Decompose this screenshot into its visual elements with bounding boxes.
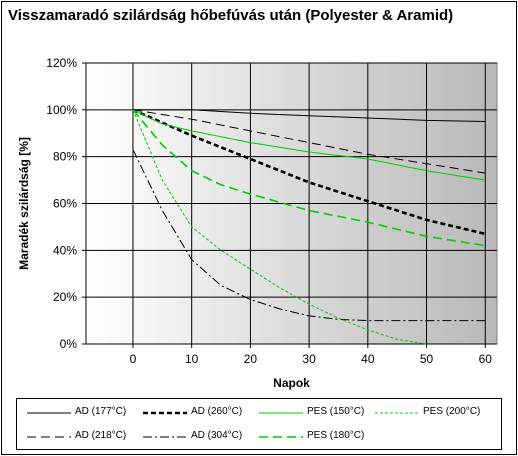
legend-label: PES (180°C) (307, 430, 365, 441)
legend-swatch (259, 412, 303, 414)
y-tick-label: 20% (53, 290, 77, 304)
x-tick-label: 60 (479, 352, 493, 366)
x-tick-label: 0 (130, 352, 137, 366)
series-line-3 (132, 149, 486, 322)
y-tick-label: 120% (46, 56, 77, 70)
axes (82, 62, 497, 348)
series-lines (132, 108, 486, 345)
x-axis-label: Napok (273, 376, 310, 390)
x-tick-label: 20 (244, 352, 258, 366)
series-line-1 (132, 109, 486, 174)
x-tick-label: 30 (302, 352, 316, 366)
legend-label: AD (218°C) (75, 430, 127, 441)
series-line-2 (132, 108, 486, 236)
chart-title: Visszamaradó szilárdság hőbefúvás után (… (8, 7, 454, 24)
legend-item: PES (200°C) (375, 406, 491, 420)
legend-item: PES (150°C) (259, 406, 375, 420)
legend-swatch (259, 436, 303, 438)
legend-swatch (27, 436, 71, 438)
tick-labels: 0% 20% 40% 60% 80% 100% 120% 0 10 20 30 40 50 60 (46, 56, 492, 366)
x-tick-label: 40 (361, 352, 375, 366)
legend-swatch (143, 436, 187, 438)
legend-swatch (375, 412, 419, 414)
legend-item: AD (177°C) (27, 406, 143, 420)
legend-label: PES (200°C) (423, 406, 481, 417)
legend: AD (177°C) AD (260°C) PES (150°C) PES (200°… (16, 398, 502, 450)
legend-label: AD (177°C) (75, 406, 127, 417)
y-axis-label: Maradék szilárdság [%] (17, 137, 31, 270)
y-tick-label: 0% (60, 337, 78, 351)
series-line-5 (132, 109, 486, 247)
legend-item: AD (260°C) (143, 406, 259, 420)
x-tick-label: 10 (185, 352, 199, 366)
series-line-0 (133, 109, 486, 122)
legend-item: AD (304°C) (143, 430, 259, 444)
legend-swatch (27, 412, 71, 414)
x-tick-label: 50 (420, 352, 434, 366)
y-tick-label: 60% (53, 197, 77, 211)
legend-label: AD (304°C) (191, 430, 243, 441)
series-line-6 (132, 109, 427, 345)
legend-item: AD (218°C) (27, 430, 143, 444)
y-tick-label: 100% (46, 103, 77, 117)
line-chart: 0% 20% 40% 60% 80% 100% 120% 0 10 20 30 40 50 60 Napo… (17, 56, 498, 390)
y-tick-label: 80% (53, 150, 77, 164)
legend-item: PES (180°C) (259, 430, 375, 444)
legend-label: PES (150°C) (307, 406, 365, 417)
legend-swatch (143, 411, 187, 415)
legend-label: AD (260°C) (191, 406, 243, 417)
y-tick-label: 40% (53, 243, 77, 257)
series-line-4 (132, 109, 486, 181)
